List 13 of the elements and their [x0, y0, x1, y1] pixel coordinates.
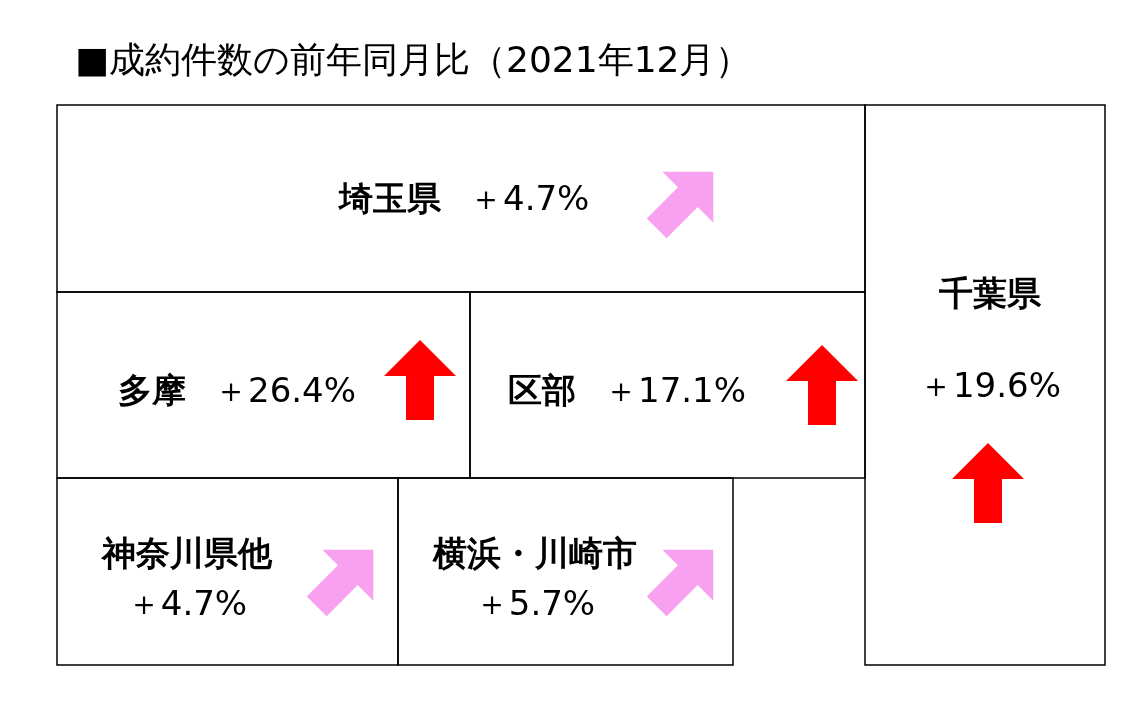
category-label: 区部 — [508, 369, 576, 410]
category-label: 横浜・川崎市 — [432, 532, 637, 573]
text: ■成約件数の前年同月比（2021年12月） — [75, 39, 752, 80]
category-label: 神奈川県他 — [100, 532, 273, 573]
category-label: 千葉県 — [938, 272, 1042, 313]
category-label: 埼玉県 — [337, 177, 442, 218]
data-label: ＋4.7% — [469, 177, 590, 218]
data-label: ＋17.1% — [604, 369, 747, 410]
data-label: ＋4.7% — [126, 582, 248, 623]
category-label: 多摩 — [118, 369, 186, 410]
data-label: ＋19.6% — [918, 364, 1062, 405]
data-label: ＋5.7% — [474, 582, 596, 623]
data-label: ＋26.4% — [214, 369, 357, 410]
